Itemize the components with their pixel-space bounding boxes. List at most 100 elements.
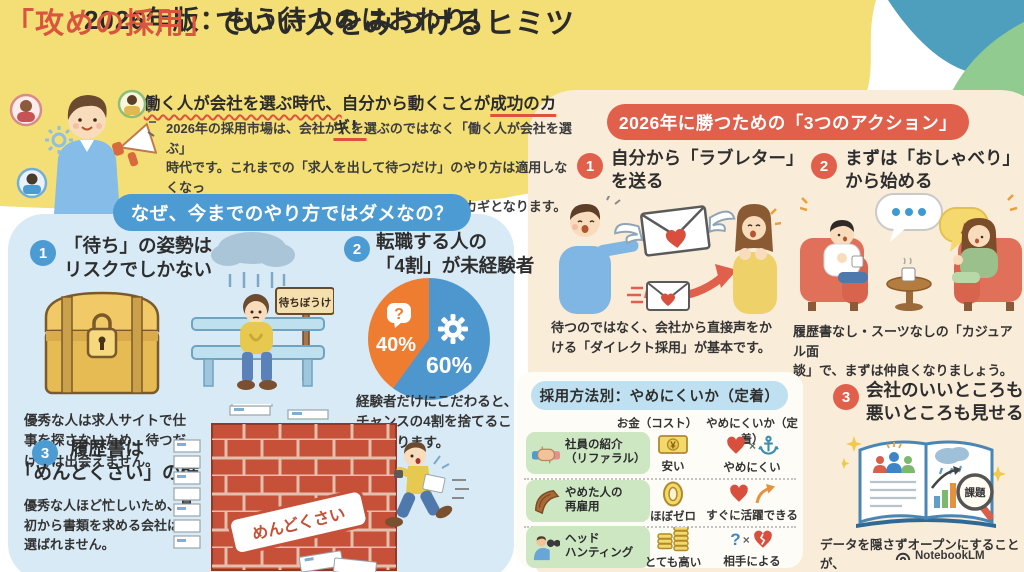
experience-pie-chart: ? 40% 60% xyxy=(368,278,490,400)
action-1-number: 1 xyxy=(577,153,603,179)
avatar xyxy=(16,167,48,199)
speech-bubble-dots xyxy=(875,193,943,242)
action-2-body: 履歴書なし・スーツなしの「カジュアル面 談」で、まずは仲良くなりましょう。 xyxy=(793,324,1013,378)
svg-text:¥: ¥ xyxy=(670,440,676,451)
casual-chat-illustration: ♪ xyxy=(800,193,1022,311)
method-referral: 社員の紹介 （リファラル） xyxy=(526,432,650,474)
receiver-person xyxy=(733,204,781,314)
boomerang-icon xyxy=(535,489,560,515)
problem-1-number: 1 xyxy=(30,240,56,266)
money-bill-icon: ¥ xyxy=(658,434,688,454)
sender-person xyxy=(559,196,639,314)
problem-3-number: 3 xyxy=(32,440,58,466)
table-col-retention: やめにくいか（定着） xyxy=(706,418,798,446)
retention-cell: すぐに活躍できる xyxy=(702,480,802,524)
action-2-title: まずは「おしゃべり」 から始める xyxy=(845,148,1020,191)
times-separator: × xyxy=(748,438,756,453)
paper-stacks xyxy=(173,404,329,549)
method-label: やめた人の 再雇用 xyxy=(565,487,623,513)
avatar xyxy=(9,93,43,127)
anchor-icon xyxy=(758,435,779,455)
subtitle-underlined-part: 成功のカギ！ xyxy=(333,95,557,137)
action-3-title: 会社のいいところも 悪いところも見せる xyxy=(866,380,1024,423)
gear-icon xyxy=(438,314,468,344)
growth-chart-icon xyxy=(931,466,961,508)
small-envelope-icon xyxy=(627,281,690,311)
page-title-line1: 2026年版：もう待つのはおわり！ xyxy=(83,5,497,35)
megaphone-man-illustration xyxy=(9,89,157,214)
binoculars-person-icon xyxy=(533,536,560,561)
rain-cloud-small-icon xyxy=(935,447,969,475)
table-row: ヘッド ハンティング とても高い ? × 相手による xyxy=(516,526,803,570)
method-label: ヘッド ハンティング xyxy=(565,533,634,559)
money-caption: 安い xyxy=(661,460,685,473)
table-col-money: お金（コスト） xyxy=(616,418,698,430)
coin-stack-icon xyxy=(657,526,689,551)
retention-cell: × やめにくい xyxy=(702,432,802,476)
notebooklm-logo: NotebookLM xyxy=(895,549,985,562)
notebooklm-icon xyxy=(895,552,911,561)
heart-icon xyxy=(727,436,745,454)
love-letter-illustration xyxy=(559,196,781,314)
chat-woman xyxy=(952,218,998,283)
page-subtitle: 働く人が会社を選ぶ時代、自分から動くことが成功のカギ！ xyxy=(130,90,570,138)
problem-1-title: 「待ち」の姿勢は リスクでしかない xyxy=(64,235,213,281)
page-title-line2: 「攻めの採用」でいい人をみつけるヒミツ xyxy=(0,0,580,42)
sparkle-icon xyxy=(842,436,1006,482)
treasure-chest-icon xyxy=(44,291,160,395)
problem-3-body: 優秀な人ほど忙しいため、最 初から書類を求める会社は 選ばれません。 xyxy=(24,498,194,552)
row-divider xyxy=(524,526,796,528)
waiting-bench-illustration: 待ちぼうけ xyxy=(191,232,334,390)
problem-2-title: 転職する人の 「4割」が未経験者 xyxy=(376,231,535,277)
broken-heart-icon xyxy=(753,530,772,548)
question-bubble-icon: ? xyxy=(387,303,411,328)
action-3-number: 3 xyxy=(833,384,859,410)
table-row: やめた人の 再雇用 ほぼゼロ すぐに活躍できる xyxy=(516,480,803,524)
problem-1-body: 優秀な人は求人サイトで仕 事を探さないため、待つだ けでは出会えません。 xyxy=(24,413,186,469)
pie-label-60: 60% xyxy=(426,352,473,378)
money-cell: とても高い xyxy=(640,526,706,570)
method-label: 社員の紹介 （リファラル） xyxy=(565,439,646,465)
pie-label-40: 40% xyxy=(376,334,417,356)
waiting-sign: 待ちぼうけ xyxy=(275,287,334,381)
problems-header-pill: なぜ、今までのやり方ではダメなの？ xyxy=(113,194,471,231)
brick-wall-illustration: めんどくさい xyxy=(173,404,469,572)
money-caption: ほぼゼロ xyxy=(650,510,696,523)
open-book-illustration: 課題 xyxy=(842,436,1006,528)
waiting-person xyxy=(237,294,277,390)
magnifier-label: 課題 xyxy=(965,486,986,499)
notebooklm-label: NotebookLM xyxy=(915,549,985,562)
chat-man xyxy=(823,220,868,283)
money-caption: とても高い xyxy=(644,556,702,569)
action-3-body: データを隠さずオープンにすることが、 一番の信頼につながります。 xyxy=(820,538,1020,571)
zero-coin-icon xyxy=(663,481,683,506)
table-header-pill: 採用方法別：やめにくいか（定着） xyxy=(531,381,788,410)
row-divider xyxy=(524,478,796,480)
waiting-sign-label: 待ちぼうけ xyxy=(279,296,332,309)
magnifier-icon: 課題 xyxy=(956,473,994,521)
table-row: 社員の紹介 （リファラル） ¥ 安い × やめにくい xyxy=(516,432,803,476)
retention-caption: すぐに活躍できる xyxy=(706,509,798,522)
retention-cell: ? × 相手による xyxy=(702,526,802,570)
action-2-number: 2 xyxy=(811,153,837,179)
money-cell: ¥ 安い xyxy=(640,432,706,476)
action-1-title: 自分から「ラブレター」 を送る xyxy=(611,148,804,191)
problem-3-title: 履歴書は 「めんどくさい」の壁 xyxy=(15,438,199,484)
subtitle-mid-part: 自分から動くことが xyxy=(341,95,491,113)
page-title-accent: 「攻めの採用」 xyxy=(4,8,215,40)
man-with-megaphone xyxy=(54,95,157,214)
svg-text:?: ? xyxy=(394,306,404,323)
method-rehire: やめた人の 再雇用 xyxy=(526,480,650,522)
retention-caption: 相手による xyxy=(723,555,781,568)
team-icons xyxy=(870,442,916,508)
lock-icon xyxy=(86,313,118,359)
megaphone-icon xyxy=(111,122,157,167)
handshake-icon xyxy=(532,446,560,464)
problem-2-number: 2 xyxy=(344,236,370,262)
coffee-table xyxy=(886,257,932,311)
avatar xyxy=(117,89,147,119)
question-icon: ? xyxy=(730,529,741,549)
times-separator: × xyxy=(742,532,750,547)
action-1-body: 待つのではなく、会社から直接声をか ける「ダイレクト採用」が基本です。 xyxy=(551,320,773,355)
